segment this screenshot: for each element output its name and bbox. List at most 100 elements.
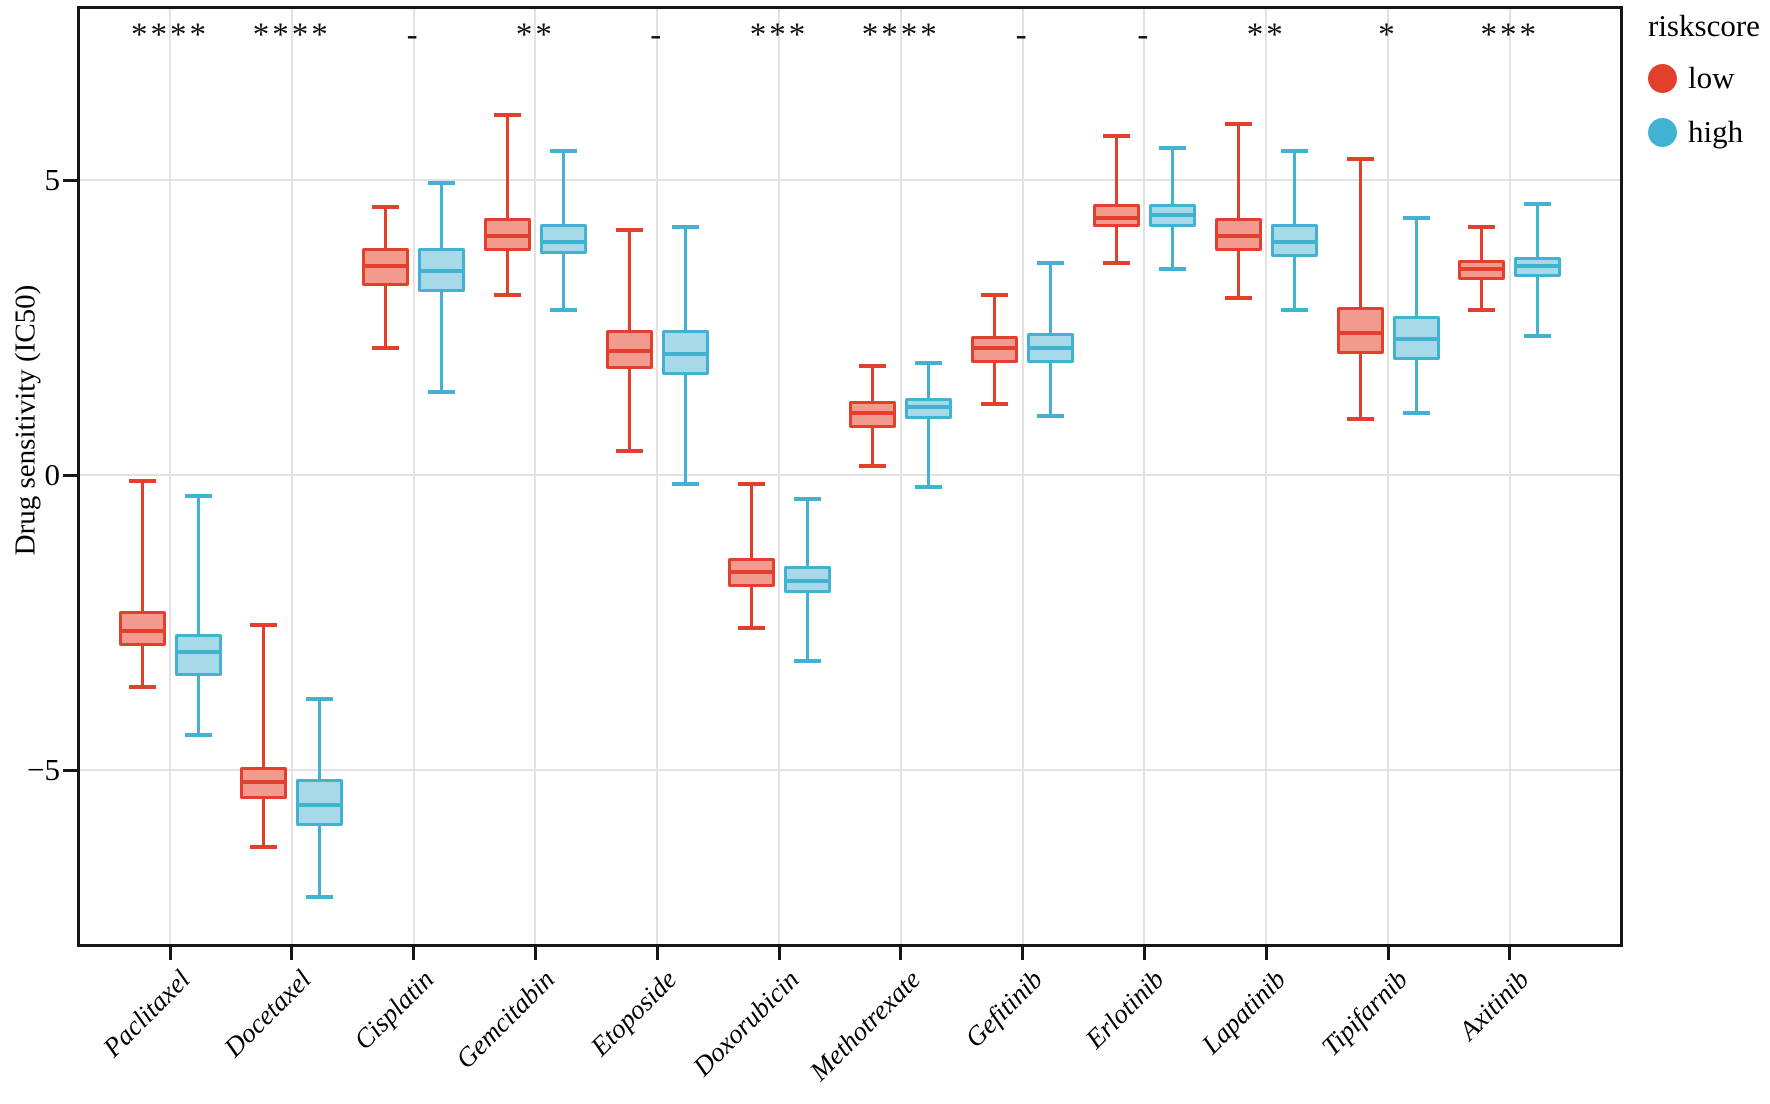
- whisker-line: [1114, 135, 1118, 263]
- x-tick-label: Doxorubicin: [686, 964, 805, 1082]
- legend-label-low: low: [1688, 60, 1735, 95]
- whisker-cap: [1468, 307, 1496, 312]
- median-line: [849, 411, 897, 416]
- legend-item-high: high: [1648, 114, 1760, 150]
- whisker-cap: [981, 402, 1009, 407]
- whisker-cap: [1346, 157, 1374, 162]
- low-swatch-icon: [1648, 63, 1677, 93]
- x-tick-mark: [168, 947, 172, 960]
- median-line: [240, 779, 288, 784]
- whisker-cap: [1158, 145, 1186, 150]
- box-iqr: [1336, 306, 1384, 355]
- whisker-cap: [128, 478, 156, 483]
- whisker-cap: [1346, 416, 1374, 421]
- median-line: [483, 234, 531, 239]
- whisker-cap: [493, 113, 521, 118]
- median-line: [727, 570, 775, 575]
- whisker-cap: [428, 390, 456, 395]
- whisker-cap: [549, 148, 577, 153]
- whisker-cap: [915, 360, 943, 365]
- whisker-line: [196, 495, 200, 735]
- whisker-cap: [493, 293, 521, 298]
- plot-area: **** **** - ** - *** **** - - ** * ***: [77, 6, 1623, 947]
- gridline-vertical: [1143, 9, 1146, 944]
- whisker-cap: [915, 484, 943, 489]
- significance-label: ****: [252, 17, 331, 53]
- median-line: [1214, 234, 1262, 239]
- box-iqr: [1092, 203, 1140, 228]
- x-tick-mark: [1386, 947, 1390, 960]
- x-tick-label: Erlotinib: [1079, 964, 1170, 1055]
- high-swatch-icon: [1648, 117, 1677, 147]
- whisker-cap: [671, 225, 699, 230]
- gridline-vertical: [1021, 9, 1024, 944]
- x-tick-label: Etoposide: [584, 964, 683, 1062]
- whisker-cap: [737, 626, 765, 631]
- whisker-cap: [1468, 225, 1496, 230]
- significance-label: ****: [861, 17, 940, 53]
- whisker-cap: [250, 623, 278, 628]
- gridline-horizontal: [80, 474, 1620, 476]
- whisker-cap: [128, 685, 156, 690]
- whisker-cap: [184, 732, 212, 737]
- x-tick-mark: [290, 947, 294, 960]
- y-tick-mark: [63, 178, 78, 182]
- significance-label: ***: [749, 17, 809, 53]
- x-tick-mark: [1021, 947, 1025, 960]
- x-tick-label: Cisplatin: [347, 964, 439, 1056]
- whisker-cap: [793, 658, 821, 663]
- gridline-horizontal: [80, 179, 1620, 181]
- significance-label: ***: [1480, 17, 1540, 53]
- median-line: [1514, 263, 1562, 268]
- whisker-cap: [1158, 266, 1186, 271]
- x-tick-mark: [655, 947, 659, 960]
- whisker-cap: [1280, 148, 1308, 153]
- whisker-cap: [549, 307, 577, 312]
- y-tick-mark: [63, 768, 78, 772]
- gridline-vertical: [290, 9, 293, 944]
- whisker-cap: [1402, 216, 1430, 221]
- whisker-cap: [184, 493, 212, 498]
- gridline-vertical: [1265, 9, 1268, 944]
- significance-label: *: [1378, 17, 1398, 53]
- x-tick-mark: [1508, 947, 1512, 960]
- x-tick-label: Gemcitabin: [450, 964, 561, 1075]
- gridline-vertical: [169, 9, 171, 944]
- median-line: [905, 405, 953, 410]
- y-tick-label: −5: [27, 752, 60, 787]
- gridline-vertical: [778, 9, 780, 944]
- whisker-cap: [1102, 260, 1130, 265]
- gridline-vertical: [534, 9, 537, 944]
- significance-label: -: [1137, 17, 1152, 53]
- whisker-line: [1236, 123, 1240, 298]
- whisker-cap: [1280, 307, 1308, 312]
- median-line: [118, 629, 166, 634]
- whisker-cap: [1102, 133, 1130, 138]
- median-line: [1336, 331, 1384, 336]
- whisker-cap: [428, 180, 456, 185]
- significance-label: **: [1246, 17, 1286, 53]
- median-line: [971, 346, 1019, 351]
- median-line: [174, 650, 222, 654]
- whisker-line: [749, 483, 753, 629]
- x-tick-label: Methotrexate: [803, 964, 927, 1087]
- median-line: [1148, 213, 1196, 218]
- whisker-line: [505, 115, 509, 296]
- whisker-cap: [737, 481, 765, 486]
- y-tick-label: 0: [44, 457, 61, 492]
- median-line: [661, 352, 709, 357]
- median-line: [605, 349, 653, 354]
- x-tick-label: Paclitaxel: [96, 964, 196, 1063]
- median-line: [539, 239, 587, 244]
- whisker-cap: [372, 346, 400, 351]
- x-tick-mark: [899, 947, 903, 960]
- whisker-line: [140, 480, 144, 688]
- legend-item-low: low: [1648, 60, 1760, 96]
- whisker-cap: [615, 228, 643, 233]
- whisker-line: [927, 362, 931, 487]
- median-line: [1027, 346, 1075, 351]
- box-iqr: [174, 634, 222, 676]
- box-iqr: [118, 610, 166, 647]
- whisker-cap: [372, 204, 400, 209]
- whisker-cap: [793, 496, 821, 501]
